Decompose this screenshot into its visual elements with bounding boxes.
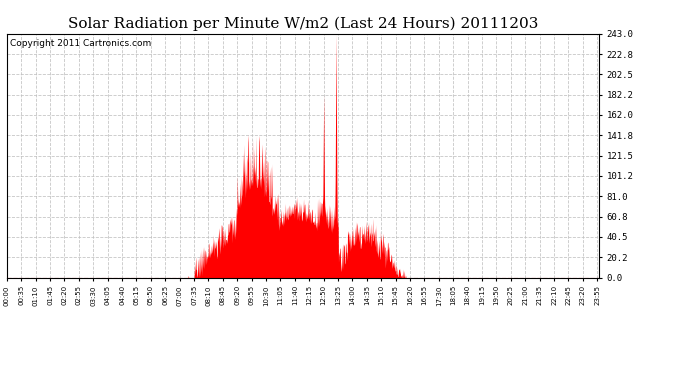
Title: Solar Radiation per Minute W/m2 (Last 24 Hours) 20111203: Solar Radiation per Minute W/m2 (Last 24… bbox=[68, 17, 538, 31]
Text: Copyright 2011 Cartronics.com: Copyright 2011 Cartronics.com bbox=[10, 39, 151, 48]
